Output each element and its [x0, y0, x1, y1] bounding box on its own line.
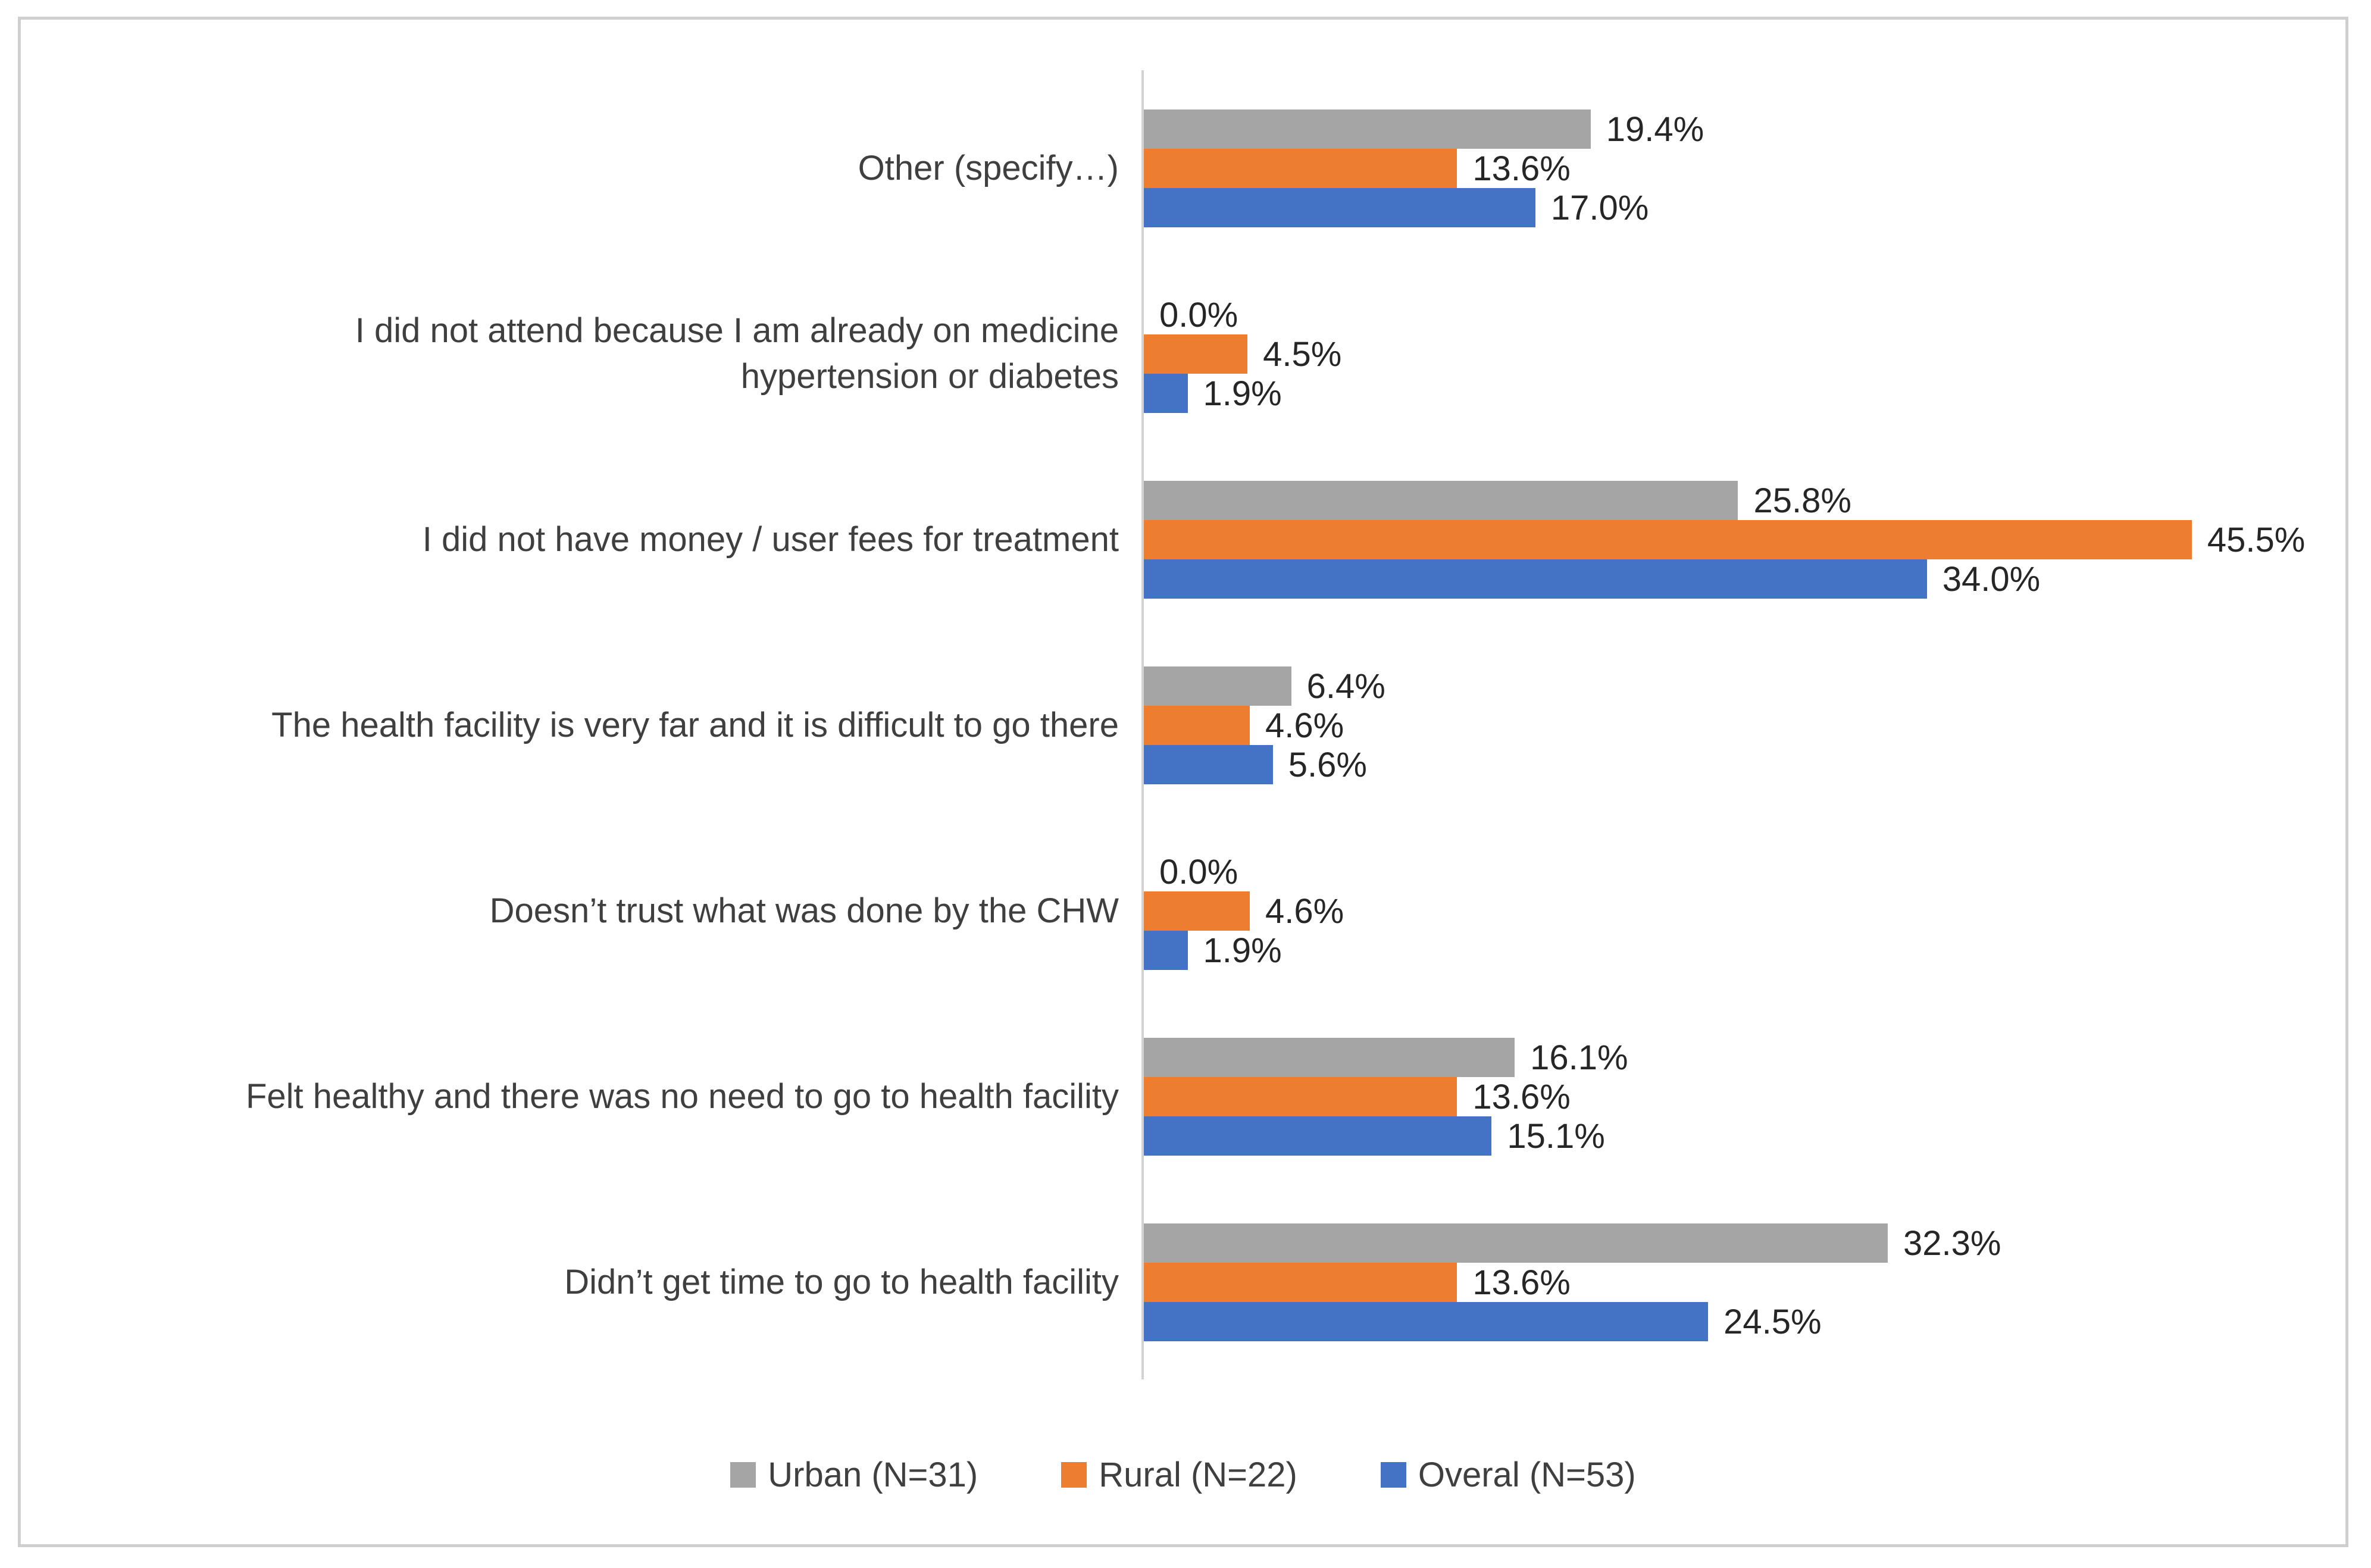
category-row: I did not attend because I am already on…: [21, 261, 2343, 447]
data-label-rural: 13.6%: [1472, 149, 1571, 188]
data-label-urban: 16.1%: [1530, 1038, 1628, 1077]
bar-line-urban: 0.0%: [1144, 295, 2343, 334]
category-row: Felt healthy and there was no need to go…: [21, 1004, 2343, 1190]
bar-urban: [1144, 1223, 1888, 1263]
category-label: I did not attend because I am already on…: [355, 311, 1119, 396]
bar-overal: [1144, 559, 1927, 599]
data-label-rural: 13.6%: [1472, 1077, 1571, 1116]
bar-urban: [1144, 481, 1738, 520]
bar-urban: [1144, 1038, 1515, 1077]
bar-line-rural: 4.6%: [1144, 706, 2343, 745]
bar-line-rural: 13.6%: [1144, 1077, 2343, 1116]
category-label: The health facility is very far and it i…: [271, 705, 1119, 744]
bar-line-rural: 13.6%: [1144, 149, 2343, 188]
data-label-overal: 1.9%: [1203, 374, 1282, 413]
category-row: Didn’t get time to go to health facility…: [21, 1190, 2343, 1375]
bar-line-urban: 6.4%: [1144, 666, 2343, 706]
legend-label-urban: Urban (N=31): [768, 1456, 978, 1494]
data-label-rural: 4.5%: [1263, 334, 1342, 374]
data-label-urban: 0.0%: [1159, 852, 1238, 891]
bar-line-urban: 19.4%: [1144, 109, 2343, 149]
bar-line-rural: 13.6%: [1144, 1263, 2343, 1302]
legend-marker-urban: [730, 1462, 756, 1488]
bar-line-overal: 34.0%: [1144, 559, 2343, 599]
data-label-rural: 13.6%: [1472, 1263, 1571, 1302]
bar-line-urban: 16.1%: [1144, 1038, 2343, 1077]
bar-overal: [1144, 1302, 1709, 1341]
bar-rural: [1144, 149, 1457, 188]
data-label-urban: 0.0%: [1159, 295, 1238, 334]
bar-rural: [1144, 706, 1250, 745]
data-label-overal: 17.0%: [1550, 188, 1649, 227]
bar-line-rural: 4.6%: [1144, 891, 2343, 931]
bar-group: 19.4% 13.6% 17.0%: [1144, 109, 2343, 227]
bar-urban: [1144, 666, 1291, 706]
legend-item-rural: Rural (N=22): [1061, 1455, 1297, 1495]
bar-line-overal: 1.9%: [1144, 374, 2343, 413]
bar-group: 25.8% 45.5% 34.0%: [1144, 481, 2343, 599]
bar-line-overal: 15.1%: [1144, 1116, 2343, 1156]
data-label-overal: 24.5%: [1723, 1302, 1822, 1341]
legend-item-urban: Urban (N=31): [730, 1455, 978, 1495]
category-row: I did not have money / user fees for tre…: [21, 447, 2343, 633]
bar-chart-plot-area: Other (specify…) 19.4% 13.6% 17.0% I did not…: [21, 76, 2343, 1375]
bar-group: 6.4% 4.6% 5.6%: [1144, 666, 2343, 784]
bar-overal: [1144, 745, 1273, 784]
bar-rural: [1144, 891, 1250, 931]
bar-line-urban: 0.0%: [1144, 852, 2343, 891]
bar-overal: [1144, 188, 1535, 227]
data-label-urban: 25.8%: [1753, 481, 1851, 520]
bar-urban: [1144, 109, 1591, 149]
chart-frame: Other (specify…) 19.4% 13.6% 17.0% I did not…: [18, 17, 2348, 1547]
bar-overal: [1144, 931, 1188, 970]
category-label: Felt healthy and there was no need to go…: [245, 1076, 1119, 1116]
bar-overal: [1144, 374, 1188, 413]
category-axis-line: [1141, 70, 1144, 1379]
bar-group: 0.0% 4.5% 1.9%: [1144, 295, 2343, 413]
data-label-urban: 32.3%: [1903, 1223, 2001, 1263]
bar-line-overal: 1.9%: [1144, 931, 2343, 970]
data-label-rural: 4.6%: [1265, 706, 1344, 745]
bar-line-overal: 17.0%: [1144, 188, 2343, 227]
bar-line-overal: 24.5%: [1144, 1302, 2343, 1341]
bar-line-urban: 25.8%: [1144, 481, 2343, 520]
bar-group: 16.1% 13.6% 15.1%: [1144, 1038, 2343, 1156]
legend-item-overal: Overal (N=53): [1380, 1455, 1636, 1495]
legend-marker-rural: [1061, 1462, 1087, 1488]
category-row: Other (specify…) 19.4% 13.6% 17.0%: [21, 76, 2343, 261]
bar-group: 32.3% 13.6% 24.5%: [1144, 1223, 2343, 1341]
legend-label-rural: Rural (N=22): [1099, 1456, 1297, 1494]
category-label: I did not have money / user fees for tre…: [422, 519, 1119, 559]
data-label-urban: 6.4%: [1306, 666, 1385, 706]
category-label: Doesn’t trust what was done by the CHW: [489, 891, 1119, 930]
category-label: Other (specify…): [858, 148, 1119, 187]
bar-line-overal: 5.6%: [1144, 745, 2343, 784]
bar-line-urban: 32.3%: [1144, 1223, 2343, 1263]
legend-marker-overal: [1380, 1462, 1406, 1488]
category-row: Doesn’t trust what was done by the CHW 0.…: [21, 818, 2343, 1004]
bar-overal: [1144, 1116, 1492, 1156]
bar-rural: [1144, 520, 2192, 559]
bar-line-rural: 45.5%: [1144, 520, 2343, 559]
category-row: The health facility is very far and it i…: [21, 633, 2343, 818]
bar-group: 0.0% 4.6% 1.9%: [1144, 852, 2343, 970]
chart-legend: Urban (N=31) Rural (N=22) Overal (N=53): [21, 1455, 2345, 1495]
category-label: Didn’t get time to go to health facility: [564, 1262, 1119, 1301]
bar-rural: [1144, 1263, 1457, 1302]
bar-line-rural: 4.5%: [1144, 334, 2343, 374]
data-label-overal: 15.1%: [1507, 1116, 1605, 1156]
data-label-overal: 5.6%: [1288, 745, 1367, 784]
data-label-rural: 4.6%: [1265, 891, 1344, 931]
data-label-rural: 45.5%: [2207, 520, 2306, 559]
bar-rural: [1144, 1077, 1457, 1116]
bar-rural: [1144, 334, 1248, 374]
data-label-overal: 1.9%: [1203, 931, 1282, 970]
legend-label-overal: Overal (N=53): [1418, 1456, 1636, 1494]
data-label-urban: 19.4%: [1606, 109, 1704, 149]
data-label-overal: 34.0%: [1942, 559, 2041, 599]
